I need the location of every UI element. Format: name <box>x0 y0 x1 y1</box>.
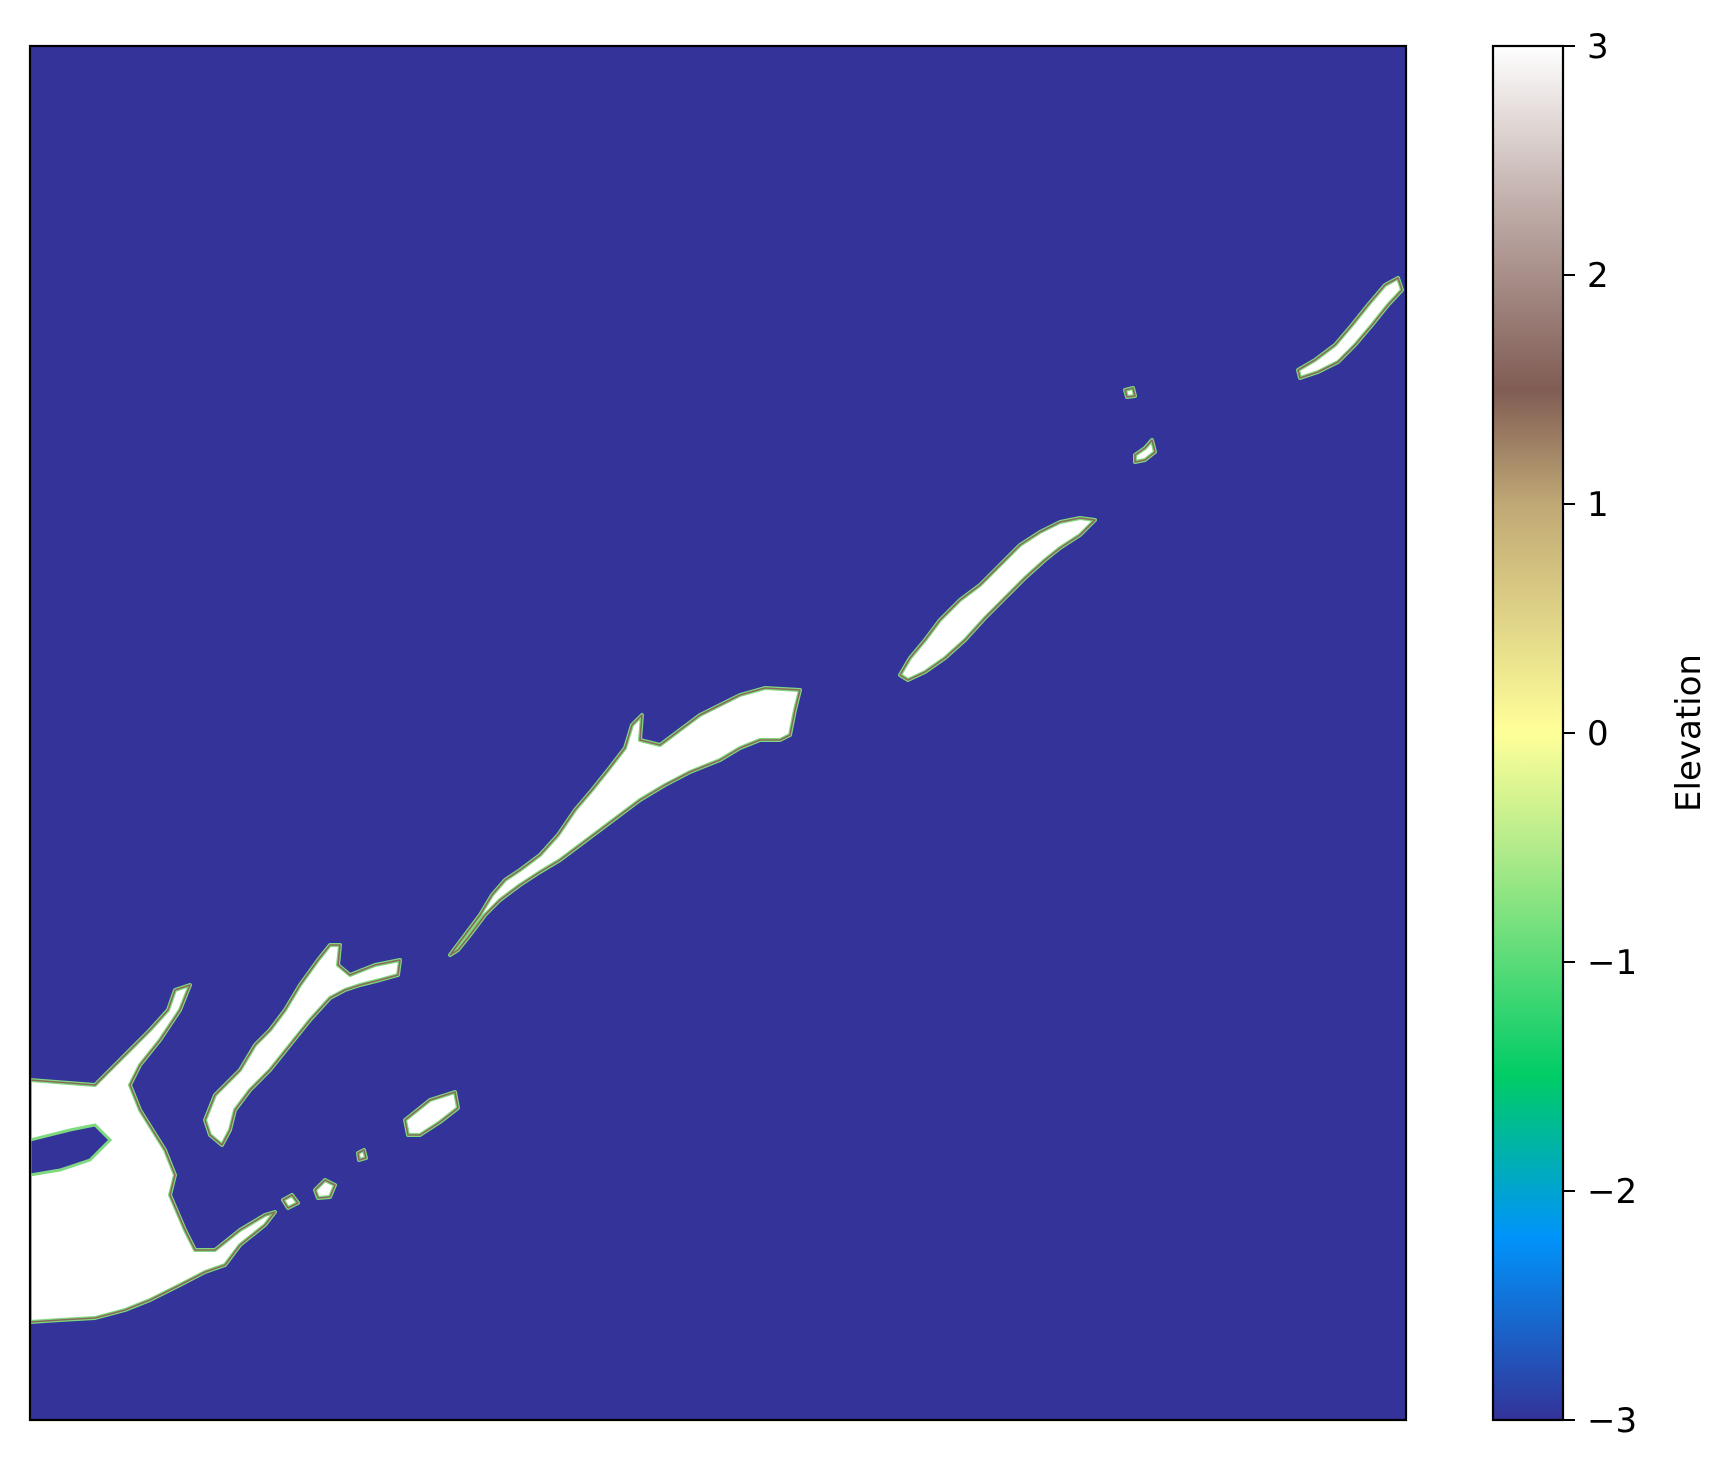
colorbar-label: Elevation <box>1669 654 1709 812</box>
coastline-contour <box>357 1149 367 1161</box>
coastline-contour <box>282 1194 299 1209</box>
coastline-contour <box>449 687 801 956</box>
colorbar-tick-label: 2 <box>1587 256 1609 296</box>
colorbar-gradient <box>1493 46 1563 1420</box>
coastline-contours <box>30 277 1403 1323</box>
colorbar-tick-label: −1 <box>1587 943 1637 983</box>
colorbar-tick-label: −3 <box>1587 1401 1637 1441</box>
landmass-inlet <box>30 1123 113 1177</box>
coastline-contour <box>30 984 276 1323</box>
colorbar-tick-label: 3 <box>1587 27 1609 67</box>
coastline-contour <box>1134 439 1156 463</box>
colorbar-tick-label: −2 <box>1587 1172 1637 1212</box>
coastline-contour <box>204 944 401 1146</box>
coastline-contour <box>404 1091 459 1136</box>
elevation-map <box>30 46 1406 1420</box>
coastline-contour <box>314 1179 336 1199</box>
coastline-contour <box>1297 277 1403 379</box>
map-frame <box>28 44 1408 1422</box>
colorbar-ticks: 3 2 1 0 −1 −2 −3 <box>1563 27 1637 1441</box>
coastline-contour <box>899 517 1096 681</box>
colorbar-tick-label: 0 <box>1587 714 1609 754</box>
colorbar-tick-label: 1 <box>1587 485 1609 525</box>
coastline-contour <box>1124 387 1136 398</box>
colorbar: 3 2 1 0 −1 −2 −3 Elevation <box>1491 27 1709 1441</box>
